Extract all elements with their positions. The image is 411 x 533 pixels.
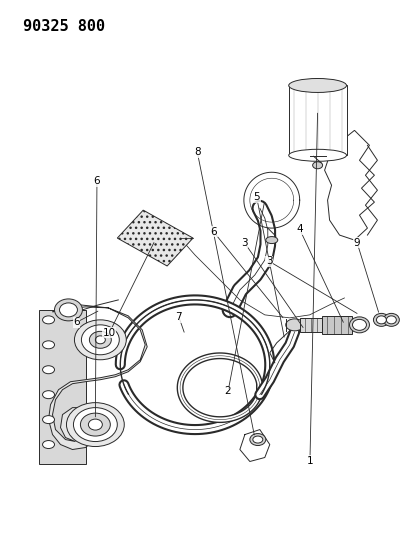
Ellipse shape [376,316,386,324]
Text: 1: 1 [307,456,313,465]
Ellipse shape [43,366,55,374]
Polygon shape [117,210,193,266]
Text: 8: 8 [194,147,201,157]
Text: 10: 10 [103,328,116,338]
Ellipse shape [88,419,102,430]
Text: 6: 6 [94,176,100,187]
Text: 7: 7 [175,312,182,322]
Ellipse shape [313,162,323,169]
Text: 2: 2 [225,386,231,397]
Polygon shape [325,131,374,240]
Text: 6: 6 [73,317,80,327]
Text: 5: 5 [254,192,260,203]
Ellipse shape [55,299,83,321]
Ellipse shape [43,341,55,349]
Ellipse shape [253,436,263,443]
Ellipse shape [383,313,399,326]
Text: 3: 3 [241,238,248,247]
Ellipse shape [74,408,117,441]
Ellipse shape [349,317,369,333]
Ellipse shape [43,391,55,399]
Ellipse shape [386,316,396,324]
Ellipse shape [81,325,119,355]
Bar [289,85,346,155]
Ellipse shape [67,402,124,447]
Ellipse shape [90,332,111,348]
Text: 4: 4 [296,224,303,235]
Text: 6: 6 [210,227,217,237]
Ellipse shape [374,313,389,326]
Bar [300,318,321,332]
Ellipse shape [74,320,126,360]
Ellipse shape [353,319,367,330]
Ellipse shape [289,78,346,92]
Ellipse shape [95,336,105,344]
Ellipse shape [60,303,77,317]
Text: 3: 3 [266,256,272,266]
Ellipse shape [250,433,266,446]
Text: 90325 800: 90325 800 [23,19,105,34]
Ellipse shape [266,237,278,244]
Bar [321,316,351,334]
Ellipse shape [43,416,55,424]
Ellipse shape [289,149,346,161]
Text: 9: 9 [354,238,360,247]
Ellipse shape [286,319,304,331]
Polygon shape [48,305,147,449]
Bar [39,310,86,464]
Ellipse shape [43,316,55,324]
Ellipse shape [43,441,55,449]
Ellipse shape [81,413,110,436]
